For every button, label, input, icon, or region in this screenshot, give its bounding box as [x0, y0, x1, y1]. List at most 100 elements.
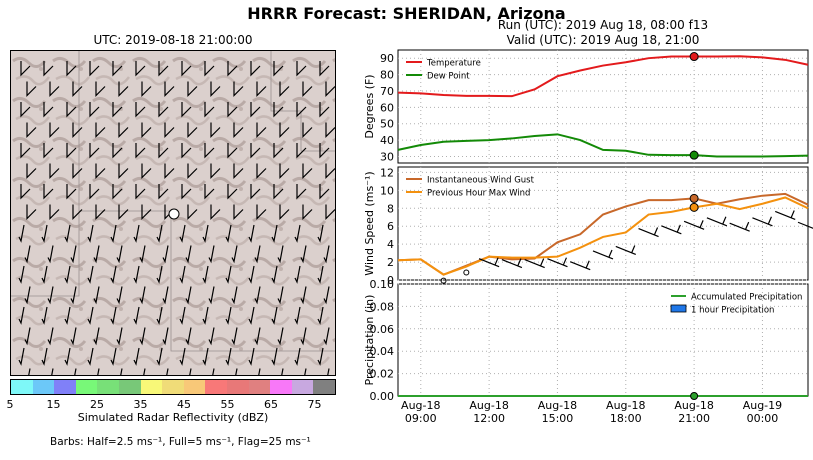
map-wind-barb	[87, 347, 94, 366]
map-wind-barb	[225, 347, 232, 366]
barb-shape	[185, 245, 192, 264]
barb-shape	[135, 184, 146, 200]
barb-shape	[317, 265, 324, 284]
y-tick-label: 0.04	[370, 345, 395, 358]
barb-shape	[156, 306, 163, 325]
radar-map[interactable]	[10, 50, 336, 376]
map-wind-barb	[227, 61, 238, 77]
barb-shape	[18, 265, 25, 284]
barb-shape	[93, 245, 100, 264]
map-wind-barb	[294, 224, 301, 243]
map-wind-barb	[20, 102, 31, 118]
time-wind-barb	[683, 220, 705, 230]
barb-shape	[87, 347, 94, 366]
map-wind-barb	[70, 286, 77, 305]
map-wind-barb	[49, 204, 60, 220]
barb-shape	[43, 143, 54, 159]
map-wind-barb	[41, 347, 48, 366]
y-tick-label: 8	[387, 202, 394, 215]
map-wind-barb	[66, 61, 77, 77]
barb-shape	[325, 122, 335, 138]
barb-shape	[112, 184, 123, 200]
barb-shape	[135, 102, 146, 118]
map-wind-barb	[325, 163, 335, 179]
barb-shape	[141, 81, 152, 97]
colorbar-cell	[54, 380, 76, 394]
barb-shape	[118, 122, 129, 138]
map-wind-barb	[158, 184, 169, 200]
time-wind-barb	[752, 216, 773, 227]
map-wind-barb	[325, 204, 335, 220]
map-wind-barb	[20, 61, 31, 77]
map-wind-barb	[296, 143, 307, 159]
barb-shape	[225, 347, 232, 366]
map-wind-barb	[204, 143, 215, 159]
map-wind-barb	[319, 184, 330, 200]
map-wind-barb	[250, 143, 261, 159]
map-wind-barb	[70, 327, 77, 346]
map-wind-barb	[110, 224, 117, 243]
barb-shape	[319, 102, 330, 118]
map-wind-barb	[204, 61, 215, 77]
map-wind-barb	[256, 204, 267, 220]
map-wind-barb	[317, 306, 324, 325]
map-wind-barb	[227, 102, 238, 118]
barb-shape	[72, 81, 83, 97]
series-line	[397, 133, 809, 158]
barb-shape	[110, 347, 117, 366]
map-wind-barb	[164, 163, 175, 179]
barb-shape	[72, 163, 83, 179]
barb-shape	[325, 163, 335, 179]
barb-shape	[202, 224, 209, 243]
barb-shape	[156, 265, 163, 284]
map-wind-barb	[225, 265, 232, 284]
map-wind-barb	[133, 347, 140, 366]
colorbar-tick-label: 75	[307, 398, 322, 411]
barb-shape	[547, 257, 568, 268]
barb-shape	[70, 327, 77, 346]
map-wind-barb	[210, 122, 221, 138]
map-wind-barb	[18, 265, 25, 284]
time-wind-barb	[706, 216, 728, 227]
y-tick-label: 50	[380, 118, 394, 131]
barb-shape	[227, 143, 238, 159]
barb-shape	[64, 265, 71, 284]
map-wind-barb	[87, 224, 94, 243]
barb-shape	[89, 184, 100, 200]
barb-shape	[162, 327, 169, 346]
map-wind-barb	[185, 327, 192, 346]
barb-shape	[95, 163, 106, 179]
barb-shape	[66, 184, 77, 200]
map-wind-barb	[118, 163, 129, 179]
barb-shape	[208, 327, 215, 346]
barb-shape	[89, 61, 100, 77]
map-wind-barb	[273, 184, 284, 200]
barb-shape	[87, 265, 94, 284]
map-wind-barb	[26, 163, 37, 179]
map-wind-barb	[24, 327, 31, 346]
map-wind-barb	[231, 286, 238, 305]
barb-shape	[327, 368, 330, 375]
barb-shape	[70, 286, 77, 305]
map-wind-barb	[133, 224, 140, 243]
map-wind-barb	[279, 163, 290, 179]
x-tick-label-date: Aug-18	[401, 399, 440, 412]
map-wind-barb	[110, 306, 117, 325]
barb-shape	[273, 61, 284, 77]
map-wind-barb	[258, 368, 261, 375]
map-wind-barb	[110, 347, 117, 366]
map-wind-barb	[112, 143, 123, 159]
station-marker[interactable]	[168, 208, 180, 220]
colorbar-tick-label: 45	[177, 398, 191, 411]
barb-shape	[296, 184, 307, 200]
barb-shape	[112, 143, 123, 159]
county-boundary	[11, 51, 80, 297]
map-wind-barb	[47, 286, 54, 305]
barb-shape	[64, 224, 71, 243]
barb-shape	[250, 61, 261, 77]
barb-shape	[47, 286, 54, 305]
map-wind-barb	[277, 327, 284, 346]
time-wind-barb	[638, 227, 659, 238]
barb-shape	[133, 347, 140, 366]
map-wind-barb	[185, 286, 192, 305]
